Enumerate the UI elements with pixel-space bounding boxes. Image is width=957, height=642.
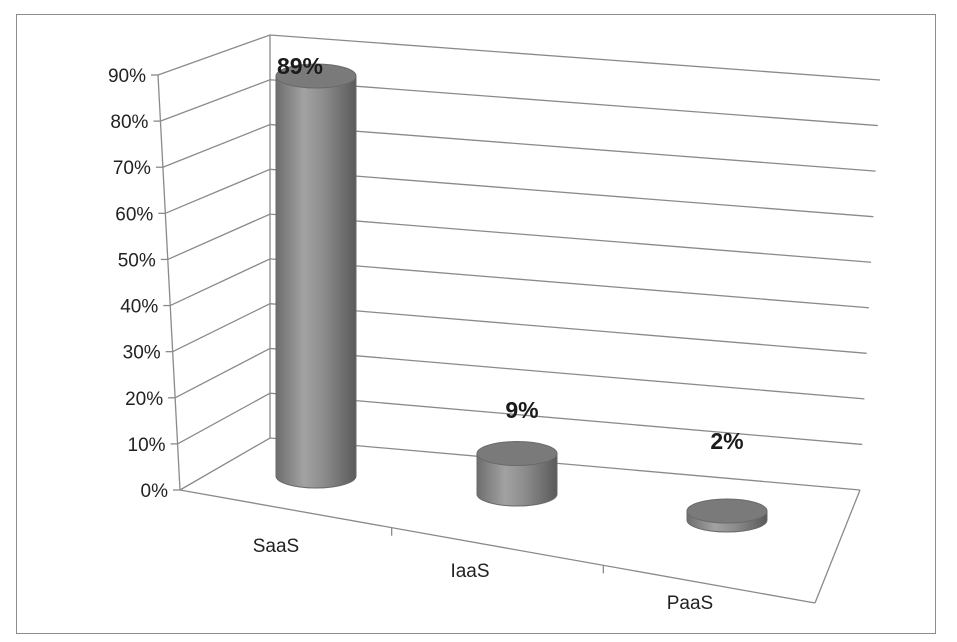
y-tick-label: 60% xyxy=(115,204,153,225)
gridline xyxy=(157,34,881,81)
bar-iaas xyxy=(476,441,558,507)
bar-top xyxy=(275,63,357,89)
y-axis-line xyxy=(157,74,181,491)
data-label: 9% xyxy=(505,397,538,423)
y-tick-label: 0% xyxy=(141,481,169,502)
gridline xyxy=(169,258,869,309)
x-tick-label: PaaS xyxy=(667,593,713,614)
y-tick-label: 20% xyxy=(125,389,163,410)
x-axis-line xyxy=(179,489,816,604)
bar-body xyxy=(476,453,558,507)
data-label: 2% xyxy=(710,428,743,454)
floor-back-edge xyxy=(179,437,861,491)
gridline xyxy=(165,168,874,218)
y-tick-label: 40% xyxy=(120,297,158,318)
bars xyxy=(275,63,768,533)
x-tick-label: IaaS xyxy=(450,561,489,582)
x-tick-label: SaaS xyxy=(253,536,299,557)
bar-body xyxy=(275,75,357,489)
data-label: 89% xyxy=(277,53,323,79)
gridline xyxy=(167,213,872,263)
bar-top xyxy=(686,498,768,524)
floor-right-edge xyxy=(814,489,861,604)
axes xyxy=(151,35,861,604)
y-tick-label: 90% xyxy=(108,66,146,87)
gridlines xyxy=(157,34,881,446)
gridline xyxy=(160,79,878,127)
bar-saas xyxy=(275,63,357,489)
bar-paas xyxy=(686,498,768,533)
bar-top xyxy=(476,441,558,467)
y-tick-label: 10% xyxy=(128,435,166,456)
y-tick-label: 50% xyxy=(118,250,156,271)
y-tick-label: 80% xyxy=(110,112,148,133)
y-tick-label: 70% xyxy=(113,158,151,179)
y-tick-label: 30% xyxy=(123,343,161,364)
labels: 0% 10% 20% 30% 40% 50% 60% 70% 80% 90% 89% SaaS 9% Ia… xyxy=(108,53,744,614)
